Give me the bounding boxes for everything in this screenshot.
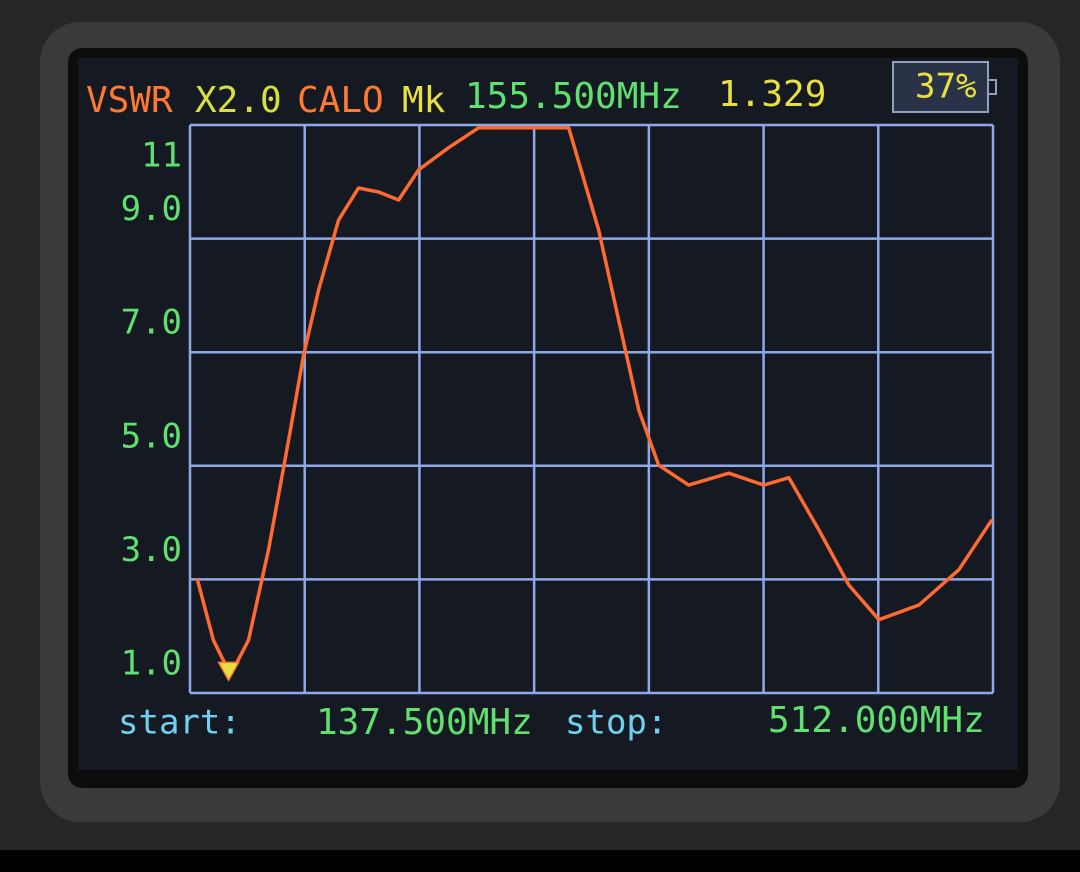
screen [78,58,1018,770]
y-tick-label: 11 [141,136,182,176]
y-tick-label: 7.0 [121,303,182,343]
bottom-band [0,850,1080,872]
y-tick-label: 3.0 [121,530,182,570]
y-tick-label: 5.0 [121,416,182,456]
start-frequency: 137.500MHz [316,702,533,743]
mode: X2.0 [195,80,282,121]
y-tick-label: 9.0 [121,189,182,229]
y-tick-label: 1.0 [121,644,182,684]
start-label: start: [118,703,241,743]
marker [217,661,240,682]
marker-frequency: 155.500MHz [465,76,682,117]
stop-label: stop: [565,703,667,743]
vswr-curve [195,126,994,677]
marker-name: Mk [402,80,446,121]
title: VSWR [86,80,173,121]
marker-value: 1.329 [718,74,826,115]
battery: 37% [915,67,976,107]
stop-frequency: 512.000MHz [768,700,985,741]
calibration: CALO [297,80,384,121]
battery-tip [987,79,997,95]
